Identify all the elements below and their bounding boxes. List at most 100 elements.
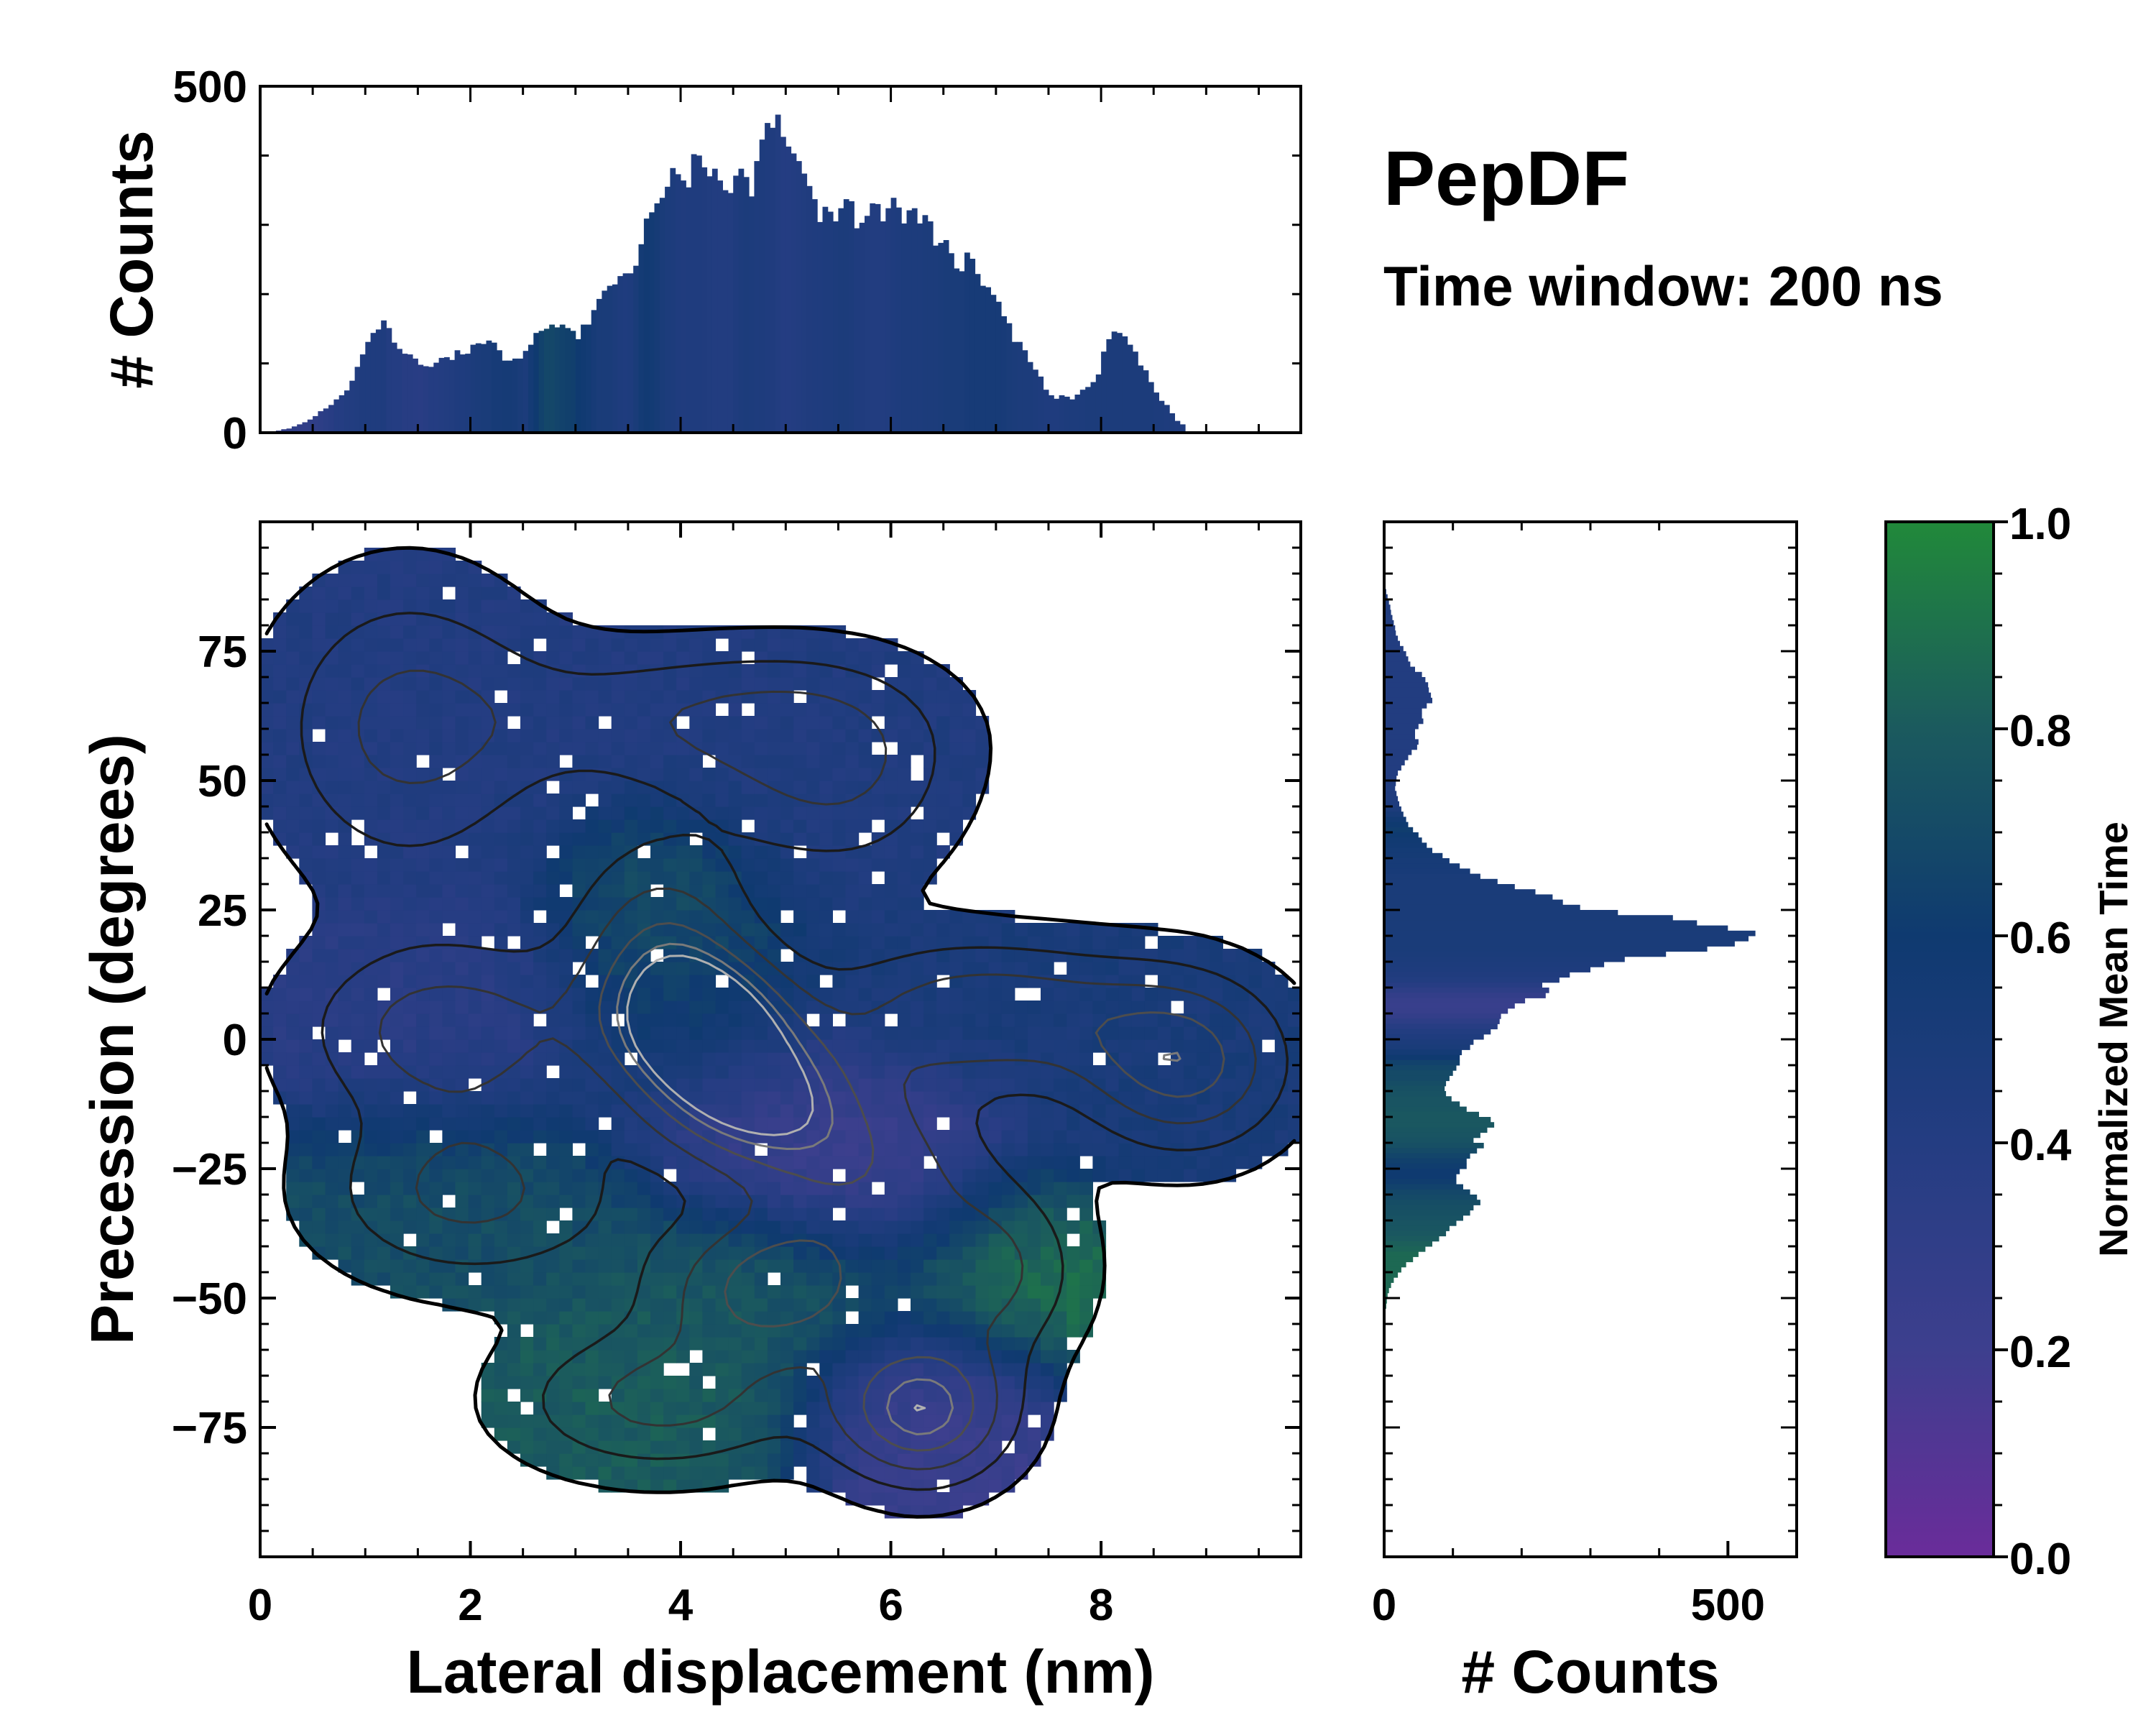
heatmap-cell — [403, 1104, 417, 1118]
top-histogram-bar — [649, 212, 655, 433]
heatmap-cell — [689, 1013, 703, 1027]
heatmap-cell — [546, 858, 560, 872]
heatmap-cell — [338, 755, 352, 768]
heatmap-cell — [871, 651, 885, 665]
heatmap-cell — [351, 729, 365, 742]
heatmap-cell — [949, 1078, 963, 1092]
heatmap-cell — [455, 1285, 469, 1299]
heatmap-cell — [962, 1233, 977, 1247]
heatmap-cell — [559, 1272, 573, 1286]
heatmap-cell — [455, 1039, 469, 1053]
heatmap-cell — [819, 1052, 833, 1066]
heatmap-cell — [1079, 936, 1093, 949]
heatmap-cell — [962, 1195, 977, 1208]
heatmap-cell — [1014, 1298, 1028, 1312]
heatmap-cell — [911, 845, 924, 859]
heatmap-cell — [923, 1259, 937, 1273]
heatmap-cell — [897, 1479, 911, 1493]
top-histogram-bar — [995, 301, 1002, 433]
heatmap-cell — [897, 806, 911, 820]
heatmap-cell — [1067, 1169, 1080, 1182]
heatmap-cell — [1079, 1130, 1093, 1144]
heatmap-cell — [897, 1337, 911, 1351]
heatmap-cell — [1001, 1246, 1015, 1260]
heatmap-cell — [1054, 1272, 1067, 1286]
heatmap-cell — [546, 910, 560, 924]
heatmap-cell — [1197, 1104, 1210, 1118]
heatmap-cell — [911, 1376, 924, 1389]
right-histogram-bar — [1384, 1132, 1480, 1138]
heatmap-cell — [481, 612, 495, 626]
heatmap-cell — [806, 1220, 820, 1234]
top-histogram-bar — [1027, 362, 1033, 433]
heatmap-cell — [429, 975, 443, 988]
top-histogram-bar — [512, 358, 518, 433]
heatmap-cell — [507, 988, 521, 1001]
heatmap-cell — [416, 703, 430, 717]
heatmap-cell — [494, 1427, 508, 1441]
heatmap-cell — [1092, 1039, 1107, 1053]
heatmap-cell — [559, 716, 573, 730]
heatmap-cell — [1027, 1130, 1041, 1144]
heatmap-cell — [754, 1026, 768, 1040]
heatmap-cell — [559, 742, 573, 755]
heatmap-cell — [715, 1104, 729, 1118]
heatmap-cell — [624, 1363, 638, 1376]
heatmap-cell — [572, 858, 586, 872]
heatmap-cell — [442, 677, 456, 691]
x-tick-label: 4 — [668, 1581, 694, 1630]
heatmap-cell — [715, 794, 729, 807]
heatmap-cell — [429, 690, 443, 704]
heatmap-cell — [390, 1078, 404, 1092]
heatmap-cell — [455, 755, 469, 768]
heatmap-cell — [611, 1065, 625, 1079]
right-histogram-bar — [1384, 1184, 1463, 1190]
heatmap-cell — [663, 988, 677, 1001]
heatmap-cell — [312, 962, 326, 975]
heatmap-cell — [598, 858, 612, 872]
heatmap-cell — [572, 1350, 586, 1363]
heatmap-cell — [624, 1272, 638, 1286]
heatmap-cell — [962, 1298, 977, 1312]
heatmap-cell — [299, 638, 313, 652]
heatmap-cell — [468, 1259, 482, 1273]
heatmap-cell — [715, 1156, 729, 1169]
heatmap-cell — [325, 612, 339, 626]
right-histogram-bar — [1384, 635, 1399, 642]
heatmap-cell — [676, 1402, 690, 1415]
heatmap-cell — [1235, 1078, 1250, 1092]
heatmap-cell — [949, 1013, 963, 1027]
heatmap-cell — [481, 1065, 495, 1079]
heatmap-cell — [871, 910, 885, 924]
heatmap-cell — [1157, 975, 1171, 988]
heatmap-cell — [1248, 1026, 1263, 1040]
heatmap-cell — [286, 638, 300, 652]
heatmap-cell — [546, 1285, 560, 1299]
heatmap-cell — [351, 1246, 365, 1260]
heatmap-cell — [741, 1324, 755, 1338]
heatmap-cell — [845, 651, 860, 665]
heatmap-cell — [845, 1013, 860, 1027]
heatmap-cell — [936, 1065, 950, 1079]
heatmap-cell — [273, 781, 287, 794]
heatmap-cell — [819, 1013, 833, 1027]
heatmap-cell — [338, 742, 352, 755]
heatmap-cell — [897, 1052, 911, 1066]
heatmap-cell — [1079, 1285, 1093, 1299]
heatmap-cell — [559, 703, 573, 717]
heatmap-cell — [754, 638, 768, 652]
heatmap-cell — [325, 586, 339, 600]
heatmap-cell — [598, 664, 612, 678]
heatmap-cell — [949, 1169, 963, 1182]
heatmap-cell — [819, 1414, 833, 1428]
heatmap-cell — [975, 988, 990, 1001]
heatmap-cell — [546, 1402, 560, 1415]
heatmap-cell — [884, 806, 898, 820]
heatmap-cell — [650, 1052, 664, 1066]
heatmap-cell — [520, 1440, 534, 1454]
heatmap-cell — [988, 1130, 1003, 1144]
heatmap-cell — [442, 664, 456, 678]
heatmap-cell — [689, 1402, 703, 1415]
heatmap-cell — [1171, 1156, 1184, 1169]
right-histogram-bar — [1384, 858, 1450, 864]
